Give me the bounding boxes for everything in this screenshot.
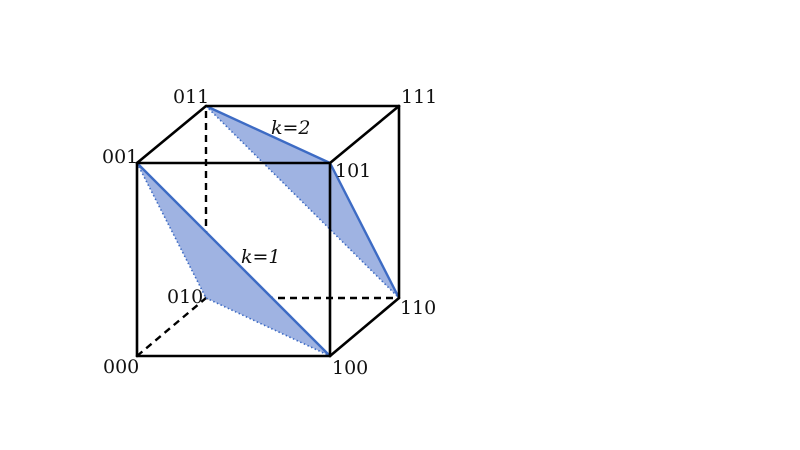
vertex-label-010: 010 <box>167 286 203 308</box>
slice-k2 <box>205 104 401 299</box>
slice-k2-edge-011-101 <box>205 104 331 165</box>
slice-label-k1: k=1 <box>241 246 281 268</box>
slice-labels: k=2 k=1 <box>241 117 311 268</box>
hidden-edges <box>136 106 399 357</box>
edge-100-110 <box>328 296 401 358</box>
vertex-label-100: 100 <box>332 357 368 379</box>
slice-k1-edge-001-010 <box>136 162 207 299</box>
edge-000-010 <box>136 297 207 357</box>
vertex-label-001: 001 <box>102 146 138 168</box>
vertex-labels: 000 001 010 011 100 101 110 111 <box>102 86 437 379</box>
slice-k2-edge-101-110 <box>328 162 401 299</box>
edge-001-011 <box>135 104 208 165</box>
slice-k1 <box>136 162 331 357</box>
vertex-label-011: 011 <box>173 86 209 108</box>
vertex-label-111: 111 <box>401 86 437 108</box>
slice-k1-edge-001-100 <box>136 162 331 357</box>
vertex-label-110: 110 <box>400 297 436 319</box>
slice-label-k2: k=2 <box>271 117 311 139</box>
vertex-label-101: 101 <box>335 160 371 182</box>
slice-k2-edge-011-110 <box>205 105 400 299</box>
slice-k1-edge-010-100 <box>205 297 331 357</box>
edge-101-111 <box>328 104 401 165</box>
vertex-label-000: 000 <box>103 356 139 378</box>
visible-edges <box>135 104 401 358</box>
